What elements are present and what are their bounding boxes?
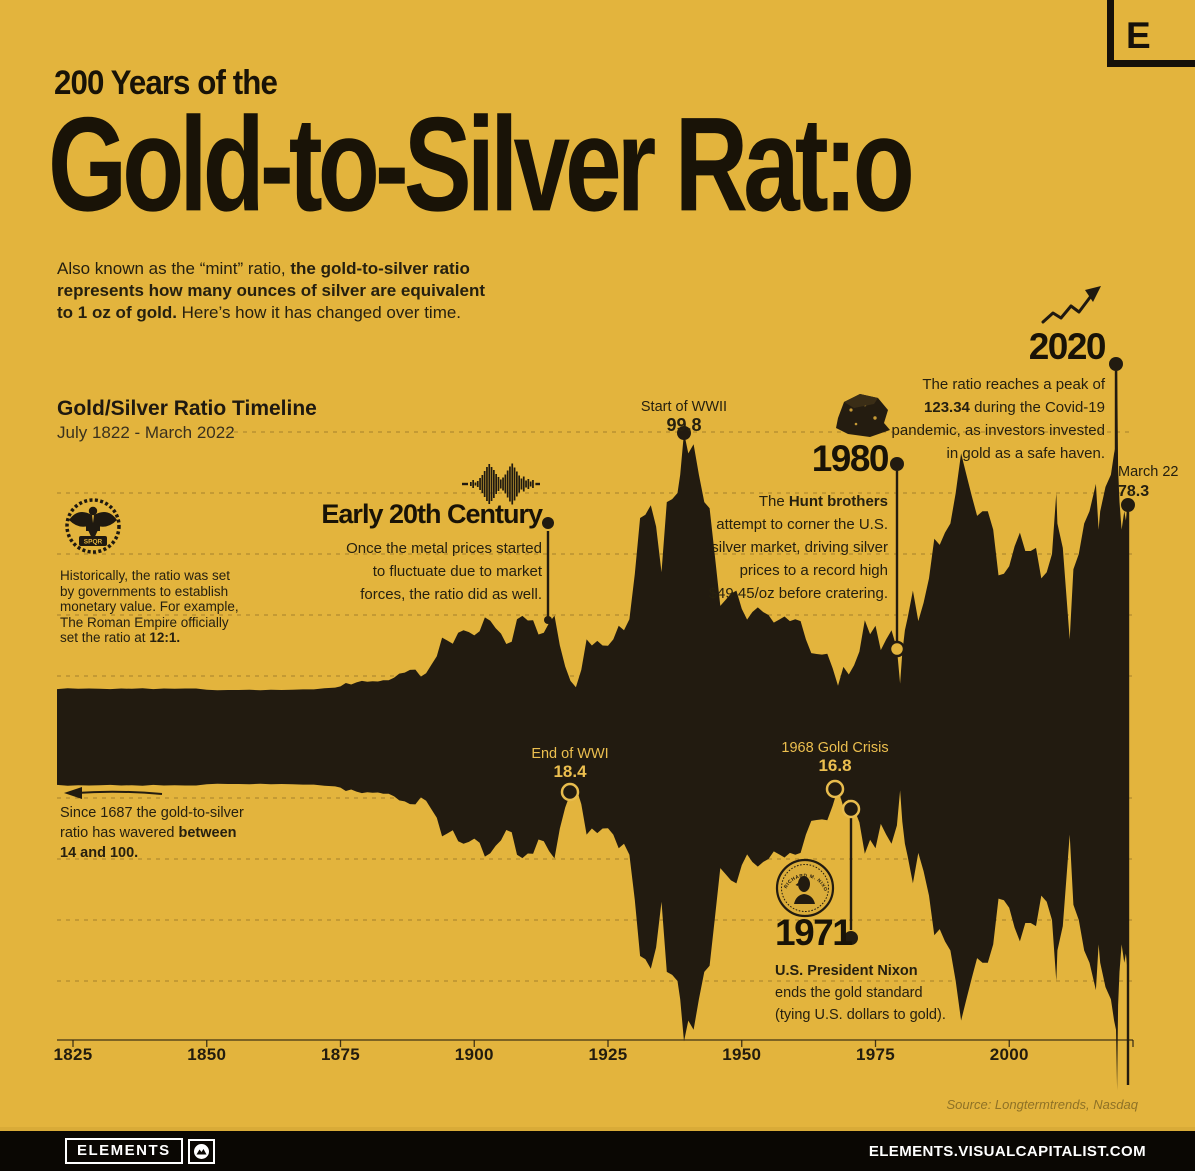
trend-arrow-icon: [1040, 284, 1106, 332]
annotation-1980: 1980 The Hunt brothers attempt to corner…: [688, 440, 888, 605]
chart-title: Gold/Silver Ratio Timeline: [57, 397, 317, 421]
chart-subtitle: July 1822 - March 2022: [57, 423, 235, 443]
marker-1968-gold-crisis-dot: [827, 781, 843, 797]
marker-1971-dot: [843, 801, 859, 817]
marker-1980-dot: [890, 642, 904, 656]
early-20th-century-title: Early 20th Century: [300, 501, 542, 528]
ratio-ribbon: [57, 361, 1128, 1090]
annotation-1980-body: The Hunt brothers attempt to corner the …: [688, 490, 888, 605]
marker-2020-dot: [1109, 357, 1123, 371]
marker-early-20th-century-dot: [544, 616, 552, 624]
elements-corner-logo: E: [1107, 0, 1195, 67]
annotation-1971: 1971 U.S. President Nixon ends the gold …: [775, 914, 965, 1026]
since-1687-annotation: Since 1687 the gold-to-silver ratio has …: [60, 803, 280, 863]
annotation-2020-title: 2020: [875, 328, 1105, 365]
march-22-label: March 22 78.3: [1118, 462, 1195, 502]
annotation-1980-title: 1980: [688, 440, 888, 477]
axis-tick-label: 1850: [167, 1045, 247, 1065]
corner-logo-letter: E: [1126, 15, 1151, 57]
elements-mountain-icon: [188, 1139, 215, 1164]
marker-end-of-wwi-dot: [562, 784, 578, 800]
roman-eagle-icon: SPQR: [62, 494, 124, 564]
annotation-1971-title: 1971: [775, 914, 965, 951]
elements-logo[interactable]: ELEMENTS: [65, 1138, 215, 1164]
intro-paragraph: Also known as the “mint” ratio, the gold…: [57, 258, 557, 324]
page-title: Gold-to-Silver Rat:o: [48, 98, 910, 232]
axis-tick-label: 1875: [301, 1045, 381, 1065]
axis-tick-label: 1825: [33, 1045, 113, 1065]
early-20th-century-annotation: Early 20th Century Once the metal prices…: [300, 501, 542, 606]
annotation-1971-body: U.S. President Nixon ends the gold stand…: [775, 960, 965, 1026]
axis-tick-label: 1925: [568, 1045, 648, 1065]
1968-gold-crisis-label: 1968 Gold Crisis 16.8: [750, 740, 920, 776]
axis-tick-label: 1900: [434, 1045, 514, 1065]
marker-early-20th-century-dot: [542, 517, 554, 529]
nixon-coin-icon: RICHARD M. NIXON: [774, 857, 836, 919]
axis-tick-label: 2000: [969, 1045, 1049, 1065]
footer-url[interactable]: ELEMENTS.VISUALCAPITALIST.COM: [869, 1143, 1146, 1160]
source-credit: Source: Longtermtrends, Nasdaq: [838, 1097, 1138, 1112]
left-arrow-head: [64, 787, 82, 799]
footer-bar: ELEMENTS ELEMENTS.VISUALCAPITALIST.COM: [0, 1127, 1195, 1171]
annotation-2020: 2020 The ratio reaches a peak of 123.34 …: [875, 328, 1105, 465]
svg-text:SPQR: SPQR: [84, 539, 103, 546]
roman-annotation: Historically, the ratio was set by gover…: [60, 568, 270, 646]
end-of-wwi-label: End of WWI 18.4: [505, 746, 635, 782]
early-20th-century-body: Once the metal prices started to fluctua…: [300, 537, 542, 606]
elements-logo-text[interactable]: ELEMENTS: [65, 1138, 183, 1164]
start-of-wwii-label: Start of WWII 99.8: [614, 399, 754, 436]
axis-tick-label: 1975: [836, 1045, 916, 1065]
left-arrow-icon: [76, 792, 162, 794]
axis-tick-label: 1950: [702, 1045, 782, 1065]
annotation-2020-body: The ratio reaches a peak of 123.34 durin…: [875, 373, 1105, 465]
